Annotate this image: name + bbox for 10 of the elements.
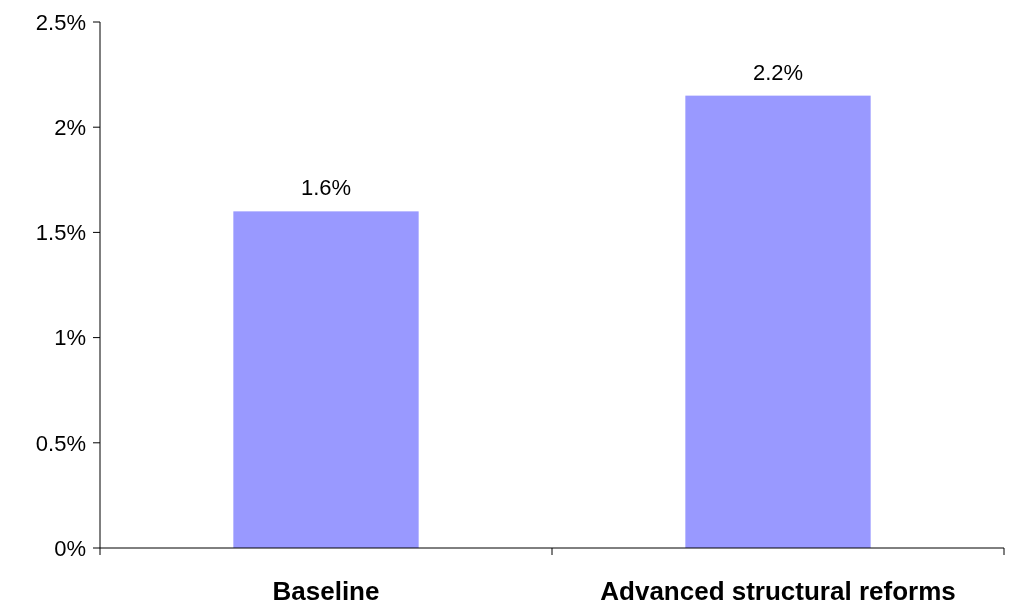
y-tick-label: 1.5% xyxy=(35,220,86,246)
y-tick-label: 0% xyxy=(54,535,86,561)
y-tick-label: 1% xyxy=(54,325,86,351)
y-tick-label: 0.5% xyxy=(35,430,86,456)
data-label: 1.6% xyxy=(300,175,352,201)
y-tick-label: 2.5% xyxy=(35,9,86,35)
y-tick-label: 2% xyxy=(54,114,86,140)
data-label: 2.2% xyxy=(752,59,804,85)
x-tick-label: Advanced structural reforms xyxy=(600,576,956,606)
x-tick-label: Baseline xyxy=(272,576,380,606)
